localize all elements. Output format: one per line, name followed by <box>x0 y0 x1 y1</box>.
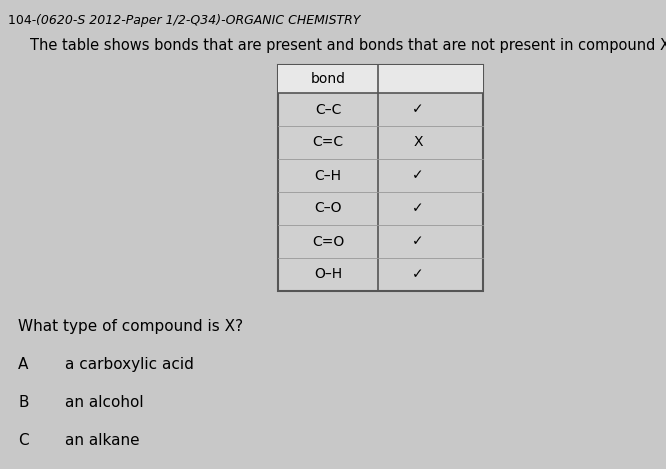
Text: The table shows bonds that are present and bonds that are not present in compoun: The table shows bonds that are present a… <box>30 38 666 53</box>
Text: an alcohol: an alcohol <box>65 395 144 410</box>
Text: a carboxylic acid: a carboxylic acid <box>65 357 194 372</box>
Text: ✓: ✓ <box>412 168 424 182</box>
Text: 104-: 104- <box>8 14 40 27</box>
Text: ✓: ✓ <box>412 234 424 249</box>
Bar <box>278 65 483 291</box>
Text: C–O: C–O <box>314 202 342 215</box>
Text: What type of compound is X?: What type of compound is X? <box>18 319 243 334</box>
Text: ✓: ✓ <box>412 103 424 116</box>
Text: C: C <box>18 433 29 448</box>
Text: C–H: C–H <box>314 168 342 182</box>
Text: C–C: C–C <box>315 103 341 116</box>
Text: B: B <box>18 395 29 410</box>
Text: A: A <box>18 357 29 372</box>
Text: an alkane: an alkane <box>65 433 140 448</box>
Text: bond: bond <box>310 72 346 86</box>
Text: ✓: ✓ <box>412 202 424 215</box>
Text: ✓: ✓ <box>412 267 424 281</box>
Bar <box>278 65 483 93</box>
Text: C=O: C=O <box>312 234 344 249</box>
Text: X: X <box>413 136 423 150</box>
Text: O–H: O–H <box>314 267 342 281</box>
Text: C=C: C=C <box>312 136 344 150</box>
Text: (0620-S 2012-Paper 1/2-Q34)-ORGANIC CHEMISTRY: (0620-S 2012-Paper 1/2-Q34)-ORGANIC CHEM… <box>36 14 360 27</box>
